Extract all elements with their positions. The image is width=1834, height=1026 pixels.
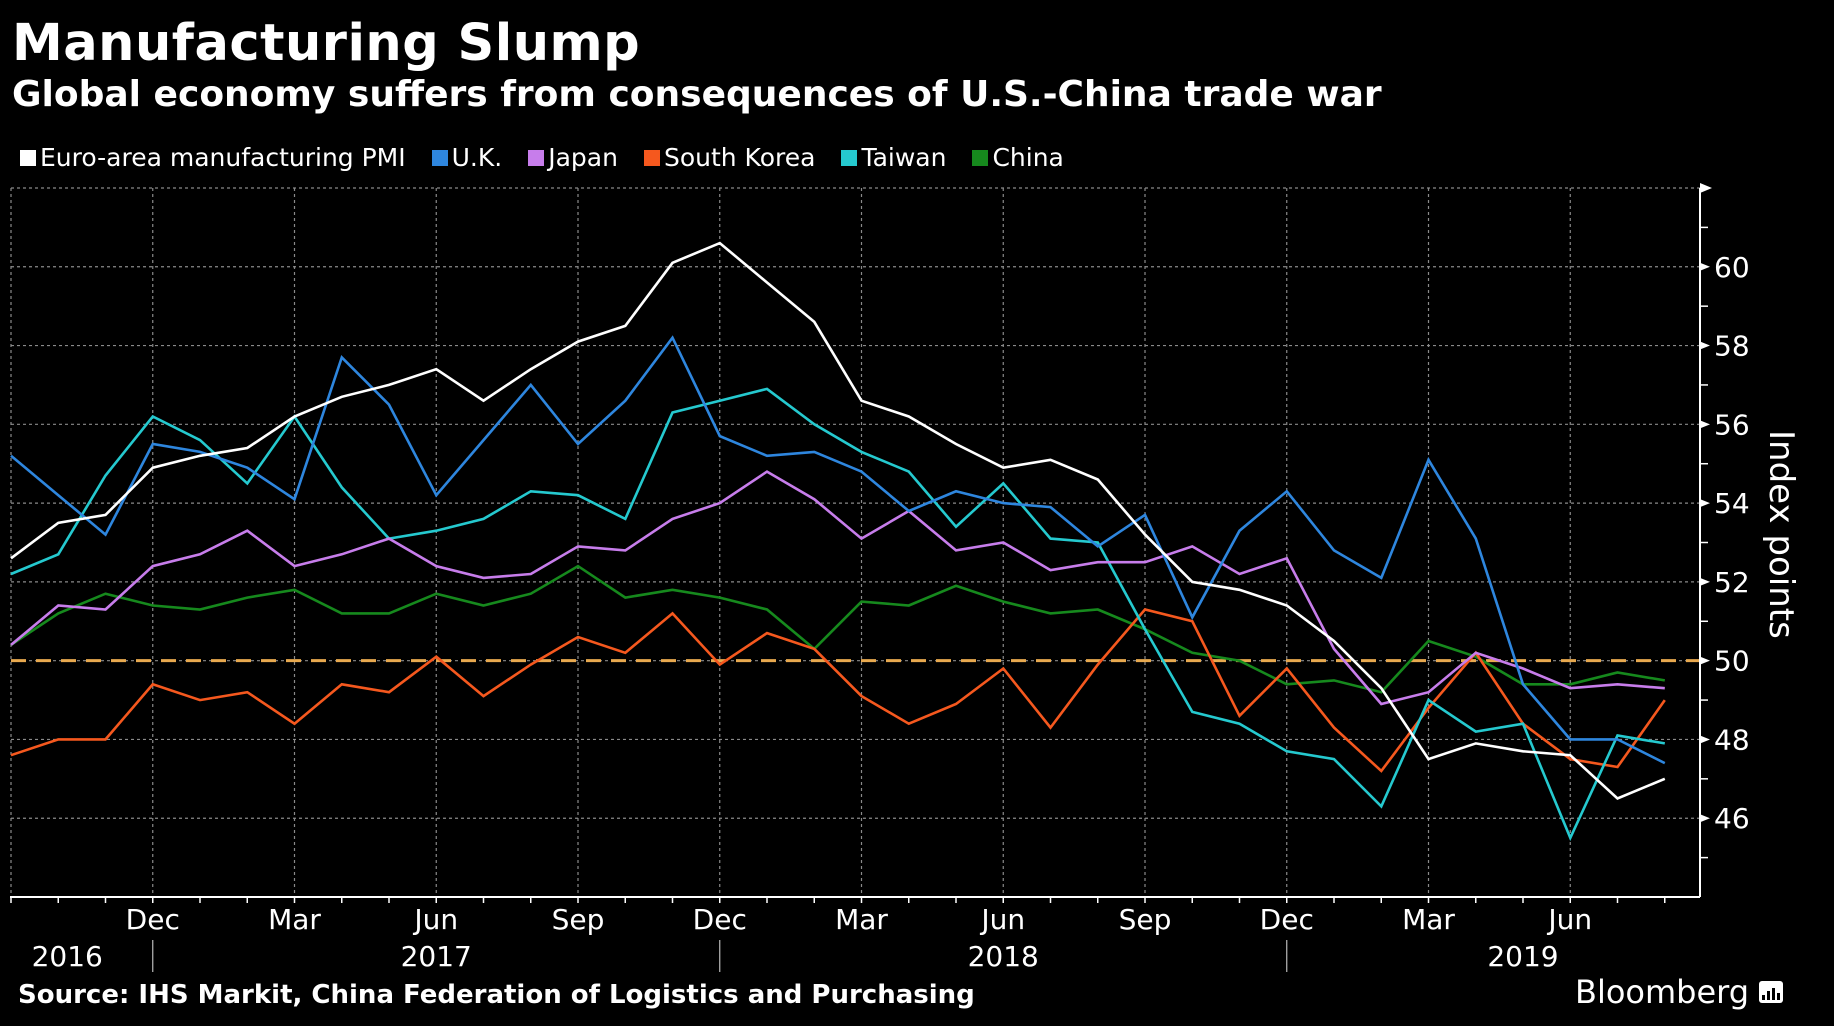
series-line-u-k bbox=[10, 335, 1666, 765]
bloomberg-chart-icon bbox=[1759, 981, 1784, 1003]
y-major-tick bbox=[1700, 656, 1710, 665]
brand-name: Bloomberg bbox=[1575, 973, 1750, 1011]
x-year-label: 2017 bbox=[401, 940, 472, 973]
x-year-label: 2019 bbox=[1487, 940, 1558, 973]
y-tick-label: 46 bbox=[1714, 802, 1750, 835]
series-line-china bbox=[10, 564, 1666, 694]
chart-subtitle: Global economy suffers from consequences… bbox=[12, 74, 1382, 115]
y-axis-label: Index points bbox=[1761, 430, 1801, 639]
x-tick-label: Mar bbox=[1402, 903, 1455, 936]
legend-swatch-euro-area bbox=[20, 149, 36, 166]
legend-label-japan: Japan bbox=[548, 143, 618, 172]
legend-item-china: China bbox=[972, 143, 1064, 172]
y-major-tick bbox=[1700, 814, 1710, 823]
y-major-tick bbox=[1700, 577, 1710, 586]
legend-swatch-uk bbox=[431, 149, 448, 166]
series-line-taiwan bbox=[10, 387, 1666, 842]
legend-label-china: China bbox=[992, 143, 1064, 172]
legend-label-uk: U.K. bbox=[451, 143, 503, 172]
series-line-south-korea bbox=[10, 608, 1666, 773]
x-tick-label: Dec bbox=[693, 903, 747, 936]
legend-swatch-taiwan bbox=[841, 149, 858, 166]
legend: Euro-area manufacturing PMI U.K. Japan S… bbox=[20, 143, 1090, 172]
x-tick-label: Dec bbox=[1260, 903, 1314, 936]
legend-label-south-korea: South Korea bbox=[663, 143, 816, 172]
legend-item-uk: U.K. bbox=[431, 143, 503, 172]
legend-item-euro-area: Euro-area manufacturing PMI bbox=[20, 143, 406, 172]
x-tick-label: Dec bbox=[126, 903, 180, 936]
y-tick-label: 48 bbox=[1714, 723, 1750, 756]
y-tick-label: 50 bbox=[1714, 645, 1750, 678]
y-major-tick bbox=[1700, 420, 1710, 429]
x-tick-label: Mar bbox=[835, 903, 888, 936]
y-tick-label: 56 bbox=[1714, 408, 1750, 441]
y-tick-label: 52 bbox=[1714, 566, 1750, 599]
legend-item-south-korea: South Korea bbox=[643, 143, 816, 172]
x-tick-label: Jun bbox=[1546, 903, 1592, 936]
y-tick-label: 54 bbox=[1714, 487, 1750, 520]
series-line-japan bbox=[10, 470, 1665, 706]
y-major-tick bbox=[1700, 262, 1710, 271]
series-lines bbox=[10, 241, 1666, 842]
chart-title: Manufacturing Slump bbox=[12, 14, 641, 73]
y-tick-label: 58 bbox=[1714, 330, 1750, 363]
y-tick-label: 60 bbox=[1714, 251, 1750, 284]
legend-label-taiwan: Taiwan bbox=[861, 143, 947, 172]
y-major-tick bbox=[1700, 735, 1710, 744]
y-axis-top-arrow bbox=[1700, 183, 1712, 193]
axes: Dec Mar Jun Sep Dec Mar Jun Sep Dec Mar Jun 2016 201… bbox=[10, 183, 1750, 973]
legend-swatch-china bbox=[972, 149, 989, 166]
x-year-label: 2016 bbox=[32, 940, 103, 973]
brand-logo: Bloomberg bbox=[1575, 973, 1784, 1011]
y-major-tick bbox=[1700, 499, 1710, 508]
source-note: Source: IHS Markit, China Federation of … bbox=[18, 980, 975, 1010]
x-tick-label: Sep bbox=[552, 903, 605, 936]
legend-label-euro-area: Euro-area manufacturing PMI bbox=[40, 143, 406, 172]
x-year-label: 2018 bbox=[968, 940, 1039, 973]
x-tick-label: Mar bbox=[268, 903, 321, 936]
y-major-tick bbox=[1700, 341, 1710, 350]
x-tick-label: Jun bbox=[979, 903, 1025, 936]
x-tick-label: Sep bbox=[1119, 903, 1172, 936]
legend-item-japan: Japan bbox=[528, 143, 618, 172]
legend-swatch-japan bbox=[528, 149, 545, 166]
legend-item-taiwan: Taiwan bbox=[841, 143, 946, 172]
x-tick-label: Jun bbox=[412, 903, 458, 936]
series-line-euro-area-manufacturing-pmi bbox=[10, 241, 1666, 801]
legend-swatch-south-korea bbox=[643, 149, 660, 166]
